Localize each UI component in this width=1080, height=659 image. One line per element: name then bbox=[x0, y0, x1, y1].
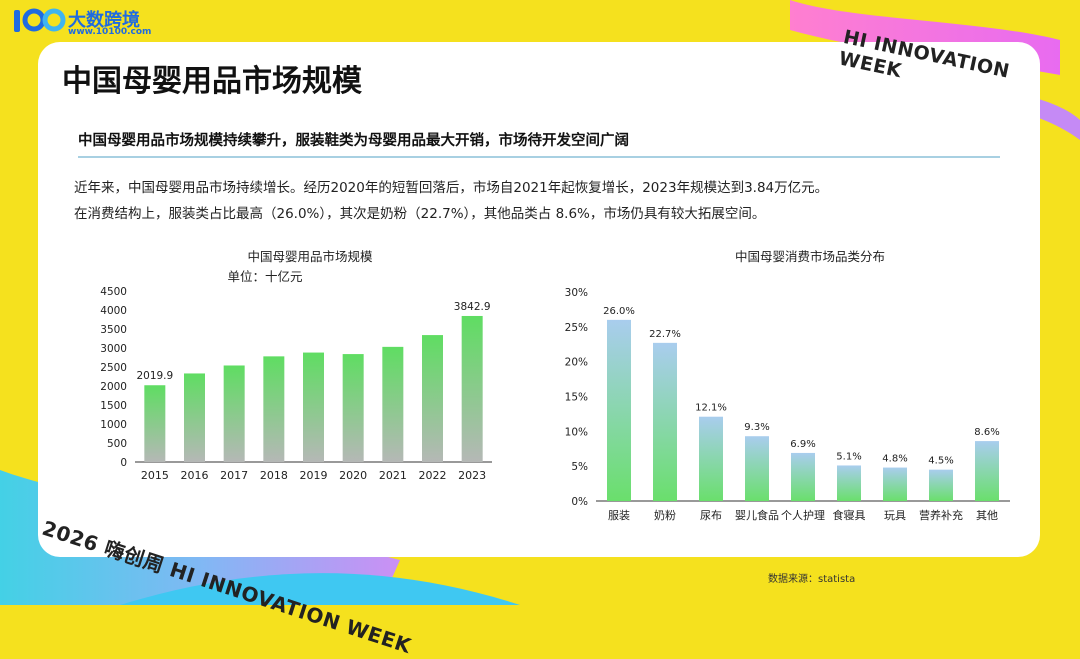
x-tick-label: 奶粉 bbox=[654, 508, 676, 522]
y-tick-label: 10% bbox=[565, 426, 588, 438]
x-tick-label: 婴儿食品 bbox=[735, 508, 779, 522]
x-tick-label: 2023 bbox=[458, 469, 486, 482]
bar bbox=[883, 467, 907, 501]
bar bbox=[184, 373, 205, 462]
divider bbox=[78, 156, 1000, 158]
paragraph-2: 在消费结构上，服装类占比最高（26.0%），其次是奶粉（22.7%），其他品类占… bbox=[74, 206, 766, 222]
bar bbox=[422, 335, 443, 462]
y-tick-label: 4000 bbox=[100, 305, 127, 317]
bar bbox=[929, 469, 953, 501]
y-tick-label: 2500 bbox=[100, 362, 127, 374]
bar bbox=[342, 354, 364, 462]
data-label: 6.9% bbox=[790, 439, 815, 450]
x-tick-label: 2022 bbox=[419, 469, 447, 482]
data-label: 4.5% bbox=[928, 456, 953, 467]
data-label: 22.7% bbox=[649, 329, 681, 340]
y-tick-label: 20% bbox=[565, 357, 588, 369]
y-tick-label: 500 bbox=[107, 438, 127, 450]
x-tick-label: 营养补充 bbox=[919, 508, 963, 522]
y-tick-label: 0 bbox=[120, 457, 127, 469]
y-tick-label: 2000 bbox=[100, 381, 127, 393]
x-tick-label: 个人护理 bbox=[781, 508, 825, 522]
data-label: 5.1% bbox=[836, 451, 861, 462]
y-tick-label: 4500 bbox=[100, 286, 127, 298]
data-label: 2019.9 bbox=[136, 370, 173, 382]
data-label: 3842.9 bbox=[454, 301, 491, 313]
data-label: 26.0% bbox=[603, 306, 635, 317]
bar bbox=[263, 356, 285, 462]
chart-market-size: 0 500 1000 1500 2000 2500 3000 3500 4000 4500 2015… bbox=[100, 286, 492, 482]
paragraph-1: 近年来，中国母婴用品市场持续增长。经历2020年的短暂回落后，市场自2021年起… bbox=[74, 180, 829, 196]
page-title: 中国母婴用品市场规模 bbox=[62, 64, 362, 99]
data-label: 8.6% bbox=[974, 427, 999, 438]
chart1-subtitle: 单位：十亿元 bbox=[227, 269, 303, 284]
x-tick-label: 2021 bbox=[379, 469, 407, 482]
x-tick-label: 2019 bbox=[300, 469, 328, 482]
content-card bbox=[38, 42, 1040, 557]
x-tick-label: 2018 bbox=[260, 469, 288, 482]
y-tick-label: 0% bbox=[571, 496, 588, 508]
y-tick-label: 15% bbox=[565, 392, 588, 404]
data-label: 9.3% bbox=[744, 422, 769, 433]
y-tick-label: 1500 bbox=[100, 400, 127, 412]
data-source: 数据来源：statista bbox=[768, 574, 856, 585]
bar bbox=[144, 385, 166, 462]
bar bbox=[461, 315, 483, 462]
bar bbox=[382, 346, 404, 462]
bar bbox=[975, 441, 999, 501]
brand-logo-icon bbox=[14, 8, 66, 32]
x-tick-label: 其他 bbox=[976, 509, 998, 522]
chart1-title: 中国母婴用品市场规模 bbox=[247, 249, 373, 264]
x-tick-label: 服装 bbox=[608, 509, 630, 522]
y-tick-label: 25% bbox=[565, 322, 588, 334]
y-tick-label: 30% bbox=[565, 287, 588, 299]
bar bbox=[223, 365, 245, 462]
x-tick-label: 2020 bbox=[339, 469, 367, 482]
x-tick-label: 食寝具 bbox=[833, 508, 866, 522]
data-label: 4.8% bbox=[882, 454, 907, 465]
y-tick-label: 3000 bbox=[100, 343, 127, 355]
brand-url: www.10100.com bbox=[68, 27, 152, 37]
page-subtitle: 中国母婴用品市场规模持续攀升，服装鞋类为母婴用品最大开销，市场待开发空间广阔 bbox=[78, 133, 629, 149]
x-tick-label: 尿布 bbox=[700, 509, 722, 522]
y-tick-label: 3500 bbox=[100, 324, 127, 336]
chart-category-distribution: 0% 5% 10% 15% 20% 25% 30% 服装 26.0% 奶粉 22.7% 尿布 12.1%… bbox=[565, 287, 1010, 522]
bar bbox=[791, 452, 815, 501]
x-tick-label: 2015 bbox=[141, 469, 169, 482]
bar bbox=[837, 465, 861, 501]
y-tick-label: 1000 bbox=[100, 419, 127, 431]
x-tick-label: 玩具 bbox=[884, 509, 906, 522]
x-tick-label: 2017 bbox=[220, 469, 248, 482]
chart2-title: 中国母婴消费市场品类分布 bbox=[734, 249, 885, 264]
bar bbox=[699, 416, 723, 501]
bar bbox=[745, 436, 769, 501]
data-label: 12.1% bbox=[695, 403, 727, 414]
x-tick-label: 2016 bbox=[181, 469, 209, 482]
brand-name: 大数跨境 bbox=[68, 10, 140, 31]
bar bbox=[303, 352, 324, 462]
bar bbox=[607, 319, 631, 501]
y-tick-label: 5% bbox=[571, 461, 588, 473]
bar bbox=[653, 342, 677, 501]
